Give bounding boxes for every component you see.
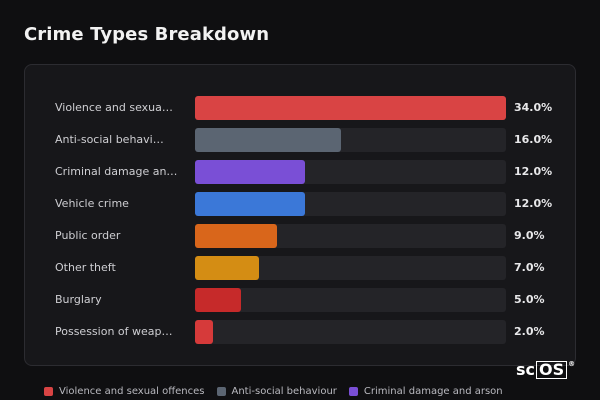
legend-swatch bbox=[216, 387, 226, 396]
bar-row: Vehicle crime 12.0% bbox=[25, 191, 575, 217]
bar-fill bbox=[195, 160, 305, 184]
chart-card: Violence and sexua… 34.0% Anti-social beha… bbox=[24, 64, 576, 366]
bar-row: Burglary 5.0% bbox=[25, 287, 575, 313]
legend-label: Violence and sexual offences bbox=[59, 386, 205, 397]
bar-track bbox=[195, 256, 506, 280]
bar-percent: 2.0% bbox=[514, 325, 545, 338]
bar-fill bbox=[195, 288, 241, 312]
bar-track bbox=[195, 160, 506, 184]
bar-track bbox=[195, 224, 506, 248]
bar-percent: 7.0% bbox=[514, 261, 545, 274]
bar-row: Public order 9.0% bbox=[25, 223, 575, 249]
bar-percent: 5.0% bbox=[514, 293, 545, 306]
legend-swatch bbox=[44, 387, 53, 396]
legend-label: Criminal damage and arson bbox=[363, 386, 503, 397]
bar-row: Other theft 7.0% bbox=[25, 255, 575, 281]
bar-percent: 12.0% bbox=[514, 197, 553, 210]
registered-mark: ® bbox=[568, 359, 576, 368]
bar-fill bbox=[195, 128, 341, 152]
bar-label: Other theft bbox=[55, 261, 116, 274]
bar-label: Burglary bbox=[55, 293, 102, 306]
chart-title: Crime Types Breakdown bbox=[24, 24, 270, 45]
bar-label: Public order bbox=[55, 229, 121, 242]
brand-logo: sc OS ® bbox=[516, 359, 576, 380]
bar-fill bbox=[195, 96, 506, 120]
legend-item: Violence and sexual offences bbox=[44, 386, 205, 397]
bar-label: Violence and sexua… bbox=[55, 101, 173, 114]
bar-percent: 34.0% bbox=[514, 101, 553, 114]
bar-track bbox=[195, 192, 506, 216]
bar-label: Anti-social behavi… bbox=[55, 133, 164, 146]
bar-row: Anti-social behavi… 16.0% bbox=[25, 127, 575, 153]
bar-fill bbox=[195, 256, 259, 280]
legend-swatch bbox=[348, 387, 358, 396]
bar-label: Criminal damage an… bbox=[55, 165, 178, 178]
legend: Violence and sexual offences Anti-social … bbox=[44, 386, 503, 397]
legend-label: Anti-social behaviour bbox=[231, 386, 337, 397]
bar-label: Vehicle crime bbox=[55, 197, 129, 210]
bar-row: Possession of weap… 2.0% bbox=[25, 319, 575, 345]
bar-row: Violence and sexua… 34.0% bbox=[25, 95, 575, 121]
bar-fill bbox=[195, 320, 213, 344]
logo-prefix: sc bbox=[516, 360, 536, 379]
legend-item: Criminal damage and arson bbox=[348, 386, 503, 397]
bar-track bbox=[195, 320, 506, 344]
bar-label: Possession of weap… bbox=[55, 325, 173, 338]
bar-track bbox=[195, 96, 506, 120]
bar-track bbox=[195, 288, 506, 312]
bar-percent: 12.0% bbox=[514, 165, 553, 178]
bar-row: Criminal damage an… 12.0% bbox=[25, 159, 575, 185]
legend-item: Anti-social behaviour bbox=[216, 386, 337, 397]
bar-fill bbox=[195, 224, 277, 248]
bar-percent: 16.0% bbox=[514, 133, 553, 146]
bar-percent: 9.0% bbox=[514, 229, 545, 242]
logo-boxed-text: OS bbox=[536, 360, 568, 379]
bar-fill bbox=[195, 192, 305, 216]
bar-track bbox=[195, 128, 506, 152]
